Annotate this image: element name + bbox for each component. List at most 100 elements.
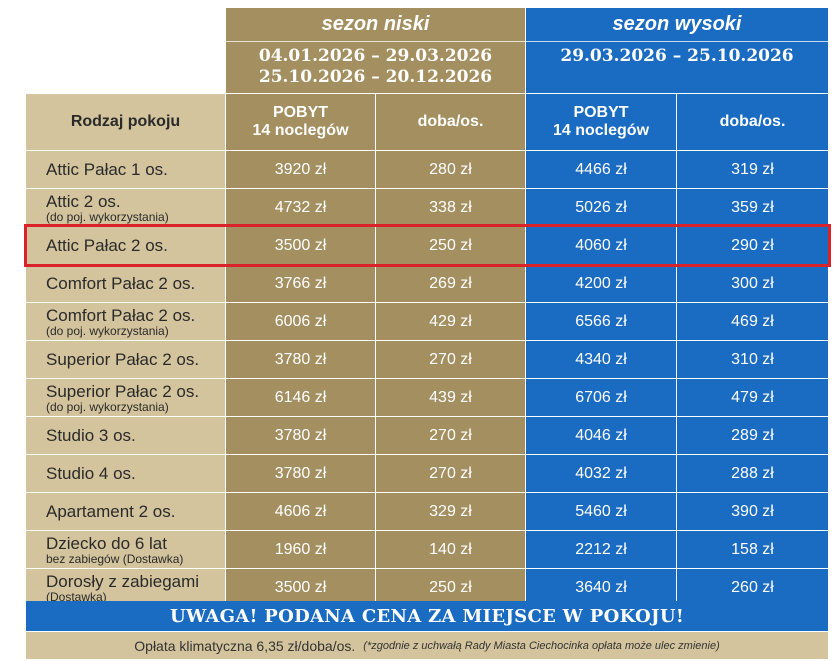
room-name-cell: Comfort Pałac 2 os. <box>26 265 225 302</box>
room-name-cell: Dziecko do 6 lat bez zabiegów (Dostawka) <box>26 531 225 568</box>
room-name: Superior Pałac 2 os. <box>46 349 200 369</box>
high-day-price-cell: 319 zł <box>677 151 828 188</box>
room-name-note: (do poj. wykorzystania) <box>46 399 169 414</box>
low-stay-price-cell: 4606 zł <box>226 493 375 530</box>
room-name: Dorosły z zabiegami <box>46 571 200 591</box>
room-type-header: Rodzaj pokoju <box>26 94 225 150</box>
low-stay-header: POBYT 14 noclegów <box>226 94 375 150</box>
low-day-price-cell: 270 zł <box>376 341 525 378</box>
high-day-price-cell: 158 zł <box>677 531 828 568</box>
room-name-cell: Comfort Pałac 2 os. (do poj. wykorzystani… <box>26 303 225 340</box>
high-season-divider <box>526 41 828 42</box>
high-stay-price-cell: 5460 zł <box>526 493 676 530</box>
low-day-price-cell: 329 zł <box>376 493 525 530</box>
high-stay-price-cell: 4466 zł <box>526 151 676 188</box>
high-day-price-cell: 359 zł <box>677 189 828 226</box>
highlighted-row-box <box>24 224 831 267</box>
room-name-cell: Apartament 2 os. <box>26 493 225 530</box>
footer-bar: Opłata klimatyczna 6,35 zł/doba/os. (*zg… <box>26 632 828 659</box>
low-stay-price-cell: 3500 zł <box>226 227 375 264</box>
low-day-price-cell: 280 zł <box>376 151 525 188</box>
room-name-cell: Studio 4 os. <box>26 455 225 492</box>
high-day-header: doba/os. <box>677 94 828 150</box>
high-day-price-cell: 289 zł <box>677 417 828 454</box>
low-stay-price-cell: 3920 zł <box>226 151 375 188</box>
room-name-cell: Studio 3 os. <box>26 417 225 454</box>
low-stay-price-cell: 3780 zł <box>226 417 375 454</box>
high-season-title: sezon wysoki <box>612 13 742 35</box>
high-day-price-cell: 479 zł <box>677 379 828 416</box>
low-stay-price-cell: 1960 zł <box>226 531 375 568</box>
low-stay-price-cell: 3500 zł <box>226 569 375 606</box>
high-stay-price-cell: 2212 zł <box>526 531 676 568</box>
room-name-cell: Dorosły z zabiegami (Dostawka) <box>26 569 225 606</box>
low-season-header: sezon niski 04.01.2026 – 29.03.2026 25.1… <box>226 8 525 93</box>
room-name: Dziecko do 6 lat <box>46 533 167 553</box>
room-name: Attic Pałac 1 os. <box>46 159 168 179</box>
high-stay-price-cell: 4200 zł <box>526 265 676 302</box>
low-day-price-cell: 439 zł <box>376 379 525 416</box>
room-name: Attic Pałac 2 os. <box>46 235 168 255</box>
high-day-price-cell: 469 zł <box>677 303 828 340</box>
high-day-price-cell: 288 zł <box>677 455 828 492</box>
room-name-note: (do poj. wykorzystania) <box>46 209 169 224</box>
high-stay-header-line1: POBYT <box>573 104 629 121</box>
low-stay-price-cell: 3780 zł <box>226 341 375 378</box>
low-day-price-cell: 429 zł <box>376 303 525 340</box>
high-day-price-cell: 310 zł <box>677 341 828 378</box>
room-name: Studio 4 os. <box>46 463 136 483</box>
low-stay-price-cell: 6006 zł <box>226 303 375 340</box>
high-stay-price-cell: 4046 zł <box>526 417 676 454</box>
high-stay-price-cell: 6566 zł <box>526 303 676 340</box>
room-name-note: (do poj. wykorzystania) <box>46 323 169 338</box>
room-name: Superior Pałac 2 os. <box>46 381 200 401</box>
low-day-price-cell: 270 zł <box>376 455 525 492</box>
low-stay-header-line1: POBYT <box>272 104 329 121</box>
high-stay-price-cell: 4060 zł <box>526 227 676 264</box>
room-name-cell: Attic Pałac 2 os. <box>26 227 225 264</box>
room-name-note: bez zabiegów (Dostawka) <box>46 551 184 566</box>
low-stay-price-cell: 4732 zł <box>226 189 375 226</box>
low-day-price-cell: 140 zł <box>376 531 525 568</box>
climate-fee-text: Opłata klimatyczna 6,35 zł/doba/os. <box>134 637 356 654</box>
low-day-price-cell: 270 zł <box>376 417 525 454</box>
high-stay-price-cell: 4340 zł <box>526 341 676 378</box>
room-name-cell: Superior Pałac 2 os. (do poj. wykorzystan… <box>26 379 225 416</box>
room-name: Studio 3 os. <box>46 425 136 445</box>
high-day-price-cell: 300 zł <box>677 265 828 302</box>
room-name: Comfort Pałac 2 os. <box>46 305 196 325</box>
low-day-price-cell: 250 zł <box>376 227 525 264</box>
high-season-dates: 29.03.2026 – 25.10.2026 <box>526 46 828 67</box>
high-stay-header: POBYT 14 noclegów <box>526 94 676 150</box>
room-name: Attic 2 os. <box>46 191 121 211</box>
room-name-cell: Attic 2 os. (do poj. wykorzystania) <box>26 189 225 226</box>
low-season-divider <box>226 41 525 42</box>
room-name-cell: Superior Pałac 2 os. <box>26 341 225 378</box>
high-season-header: sezon wysoki 29.03.2026 – 25.10.2026 <box>526 8 828 93</box>
climate-fee-footnote: (*zgodnie z uchwałą Rady Miasta Ciechoci… <box>363 639 720 652</box>
low-stay-price-cell: 3766 zł <box>226 265 375 302</box>
low-day-price-cell: 250 zł <box>376 569 525 606</box>
low-day-header: doba/os. <box>376 94 525 150</box>
low-stay-price-cell: 6146 zł <box>226 379 375 416</box>
high-stay-price-cell: 3640 zł <box>526 569 676 606</box>
low-season-date-range-2: 25.10.2026 – 20.12.2026 <box>258 67 493 87</box>
room-name: Comfort Pałac 2 os. <box>46 273 196 293</box>
low-season-date-range-1: 04.01.2026 – 29.03.2026 <box>258 46 493 66</box>
low-stay-price-cell: 3780 zł <box>226 455 375 492</box>
low-season-title: sezon niski <box>321 13 430 35</box>
room-name-note: (Dostawka) <box>46 589 107 604</box>
room-name-cell: Attic Pałac 1 os. <box>26 151 225 188</box>
low-day-price-cell: 338 zł <box>376 189 525 226</box>
high-day-price-cell: 260 zł <box>677 569 828 606</box>
high-stay-price-cell: 5026 zł <box>526 189 676 226</box>
high-stay-price-cell: 6706 zł <box>526 379 676 416</box>
high-stay-price-cell: 4032 zł <box>526 455 676 492</box>
high-day-price-cell: 390 zł <box>677 493 828 530</box>
notice-banner: UWAGA! PODANA CENA ZA MIEJSCE W POKOJU! <box>26 601 828 631</box>
high-season-date-range-1: 29.03.2026 – 25.10.2026 <box>560 46 794 66</box>
high-day-price-cell: 290 zł <box>677 227 828 264</box>
high-stay-header-line2: 14 noclegów <box>552 122 650 139</box>
low-season-dates: 04.01.2026 – 29.03.2026 25.10.2026 – 20.… <box>226 46 525 88</box>
low-stay-header-line2: 14 noclegów <box>252 122 349 139</box>
